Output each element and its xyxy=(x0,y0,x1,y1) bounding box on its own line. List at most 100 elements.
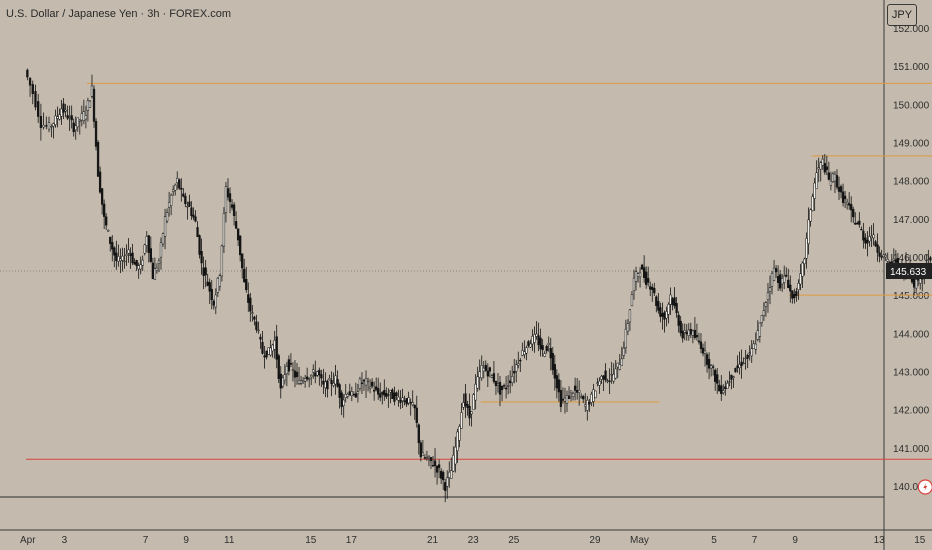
x-tick-label: 25 xyxy=(508,535,520,546)
candle-body xyxy=(468,405,471,419)
candle-body xyxy=(539,337,542,350)
candle-body xyxy=(62,103,65,113)
candle-body xyxy=(517,363,520,366)
candle-body xyxy=(628,309,632,323)
candle-body xyxy=(360,382,364,385)
candle-body xyxy=(659,307,662,317)
candle-body xyxy=(297,379,301,384)
candle-body xyxy=(277,355,280,379)
candle-body xyxy=(561,398,565,401)
candle-body xyxy=(850,204,853,211)
candle-body xyxy=(610,373,613,376)
candle-body xyxy=(602,375,605,380)
candle-body xyxy=(541,345,544,351)
candle-body xyxy=(450,470,453,479)
candle-body xyxy=(486,370,489,377)
candle-body xyxy=(324,381,327,389)
candle-body xyxy=(131,252,134,264)
candle-body xyxy=(247,294,250,303)
candle-body xyxy=(139,264,142,270)
candle-body xyxy=(178,179,181,189)
candle-body xyxy=(728,381,731,383)
candle-body xyxy=(785,274,788,277)
candle-body xyxy=(819,162,822,170)
candle-body xyxy=(886,258,889,262)
candle-body xyxy=(707,358,711,369)
candle-body xyxy=(109,236,112,244)
candle-body xyxy=(163,216,167,237)
candle-body xyxy=(632,277,636,291)
candle-body xyxy=(854,222,857,225)
candle-body xyxy=(310,374,313,378)
candle-body xyxy=(194,216,197,222)
candle-body xyxy=(94,120,98,147)
candle-body xyxy=(776,276,780,283)
lightning-glyph xyxy=(923,483,928,491)
candle-body xyxy=(212,300,215,306)
candle-body xyxy=(677,314,680,326)
candle-body xyxy=(590,393,593,403)
candle-body xyxy=(645,271,648,285)
candle-body xyxy=(689,328,692,335)
candle-body xyxy=(117,256,120,262)
candle-body xyxy=(127,249,130,254)
candle-body xyxy=(249,297,252,312)
candle-body xyxy=(525,347,528,354)
candle-body xyxy=(807,219,810,244)
candle-body xyxy=(291,369,295,371)
chart-title: U.S. Dollar / Japanese Yen · 3h · FOREX.… xyxy=(6,8,231,20)
candle-body xyxy=(833,173,837,182)
candle-body xyxy=(835,175,839,188)
candle-body xyxy=(746,354,749,359)
candle-body xyxy=(839,186,843,193)
y-tick-label: 152.000 xyxy=(893,24,930,35)
candle-body xyxy=(28,77,32,86)
candle-body xyxy=(208,282,211,292)
candle-body xyxy=(793,293,796,299)
candle-body xyxy=(553,364,556,379)
candle-body xyxy=(255,321,258,330)
candle-body xyxy=(176,178,179,183)
y-tick-label: 144.000 xyxy=(893,329,930,340)
candle-body xyxy=(241,253,244,269)
candle-body xyxy=(829,180,833,186)
candle-body xyxy=(799,273,802,285)
candle-body xyxy=(358,378,362,389)
candle-body xyxy=(858,220,861,225)
candle-body xyxy=(314,372,317,377)
candle-body xyxy=(334,375,337,385)
candle-body xyxy=(781,278,784,285)
candle-body xyxy=(421,452,425,456)
candle-body xyxy=(756,330,759,340)
candle-body xyxy=(744,357,747,360)
candle-body xyxy=(96,142,100,177)
candle-body xyxy=(431,465,435,467)
candle-body xyxy=(405,398,408,405)
candle-body xyxy=(675,303,678,314)
candle-body xyxy=(135,259,138,267)
candle-body xyxy=(403,400,406,403)
candle-body xyxy=(892,258,895,261)
candle-body xyxy=(362,379,366,382)
candle-body xyxy=(293,370,297,378)
candle-body xyxy=(565,395,569,404)
candle-body xyxy=(555,375,558,389)
candle-body xyxy=(813,182,816,199)
candle-body xyxy=(427,456,431,459)
candle-body xyxy=(413,404,416,409)
currency-badge[interactable]: JPY xyxy=(887,4,917,26)
candle-body xyxy=(580,396,583,398)
candle-body xyxy=(679,320,682,334)
candle-body xyxy=(60,108,63,117)
candle-body xyxy=(864,237,867,244)
candle-body xyxy=(42,124,45,128)
candle-body xyxy=(50,126,53,128)
x-tick-label: Apr xyxy=(20,535,36,546)
candle-body xyxy=(100,188,104,205)
candle-body xyxy=(616,362,619,368)
candle-body xyxy=(425,457,429,459)
candle-body xyxy=(513,371,516,374)
candle-body xyxy=(121,255,124,261)
